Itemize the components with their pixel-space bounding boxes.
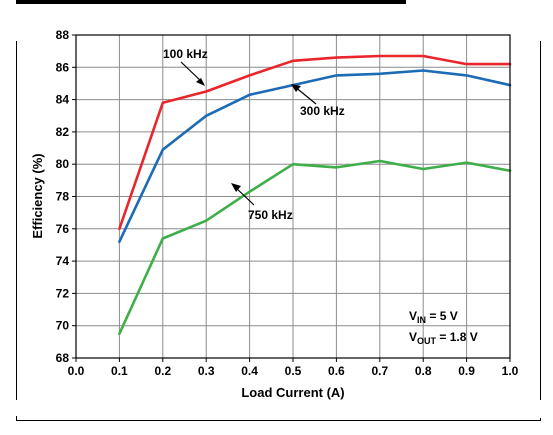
series-line-750-khz bbox=[118, 159, 512, 336]
figure-frame bbox=[16, 41, 541, 421]
x-tick-label: 0.6 bbox=[328, 364, 345, 378]
frame-gap-left bbox=[16, 400, 18, 416]
y-tick-label: 80 bbox=[56, 157, 70, 171]
x-tick-label: 0.1 bbox=[111, 364, 128, 378]
y-tick-label: 84 bbox=[56, 93, 70, 107]
label-100khz: 100 kHz bbox=[163, 47, 208, 61]
arrowhead-300khz bbox=[291, 84, 301, 92]
vout-label: VOUT = 1.8 V bbox=[409, 330, 478, 346]
series-line-300-khz bbox=[118, 69, 512, 243]
conditions-box: VIN = 5 V VOUT = 1.8 V bbox=[409, 309, 478, 346]
series-line-100-khz bbox=[118, 54, 512, 231]
y-tick-label: 88 bbox=[56, 28, 70, 42]
label-300khz: 300 kHz bbox=[300, 104, 345, 118]
y-axis-title: Efficiency (%) bbox=[30, 153, 45, 238]
y-tick-label: 72 bbox=[56, 286, 70, 300]
x-tick-label: 0.8 bbox=[415, 364, 432, 378]
series-lines bbox=[118, 54, 512, 336]
axis-ticks: 0.0 0.1 0.2 0.3 0.4 0.5 0.6 0.7 0.8 0.9 1.0 68 70 72 7… bbox=[56, 28, 519, 378]
y-tick-label: 86 bbox=[56, 60, 70, 74]
y-tick-label: 74 bbox=[56, 254, 70, 268]
x-tick-label: 0.3 bbox=[198, 364, 215, 378]
x-tick-label: 0.0 bbox=[68, 364, 85, 378]
arrowhead-750khz bbox=[231, 183, 241, 192]
label-750khz: 750 kHz bbox=[248, 208, 293, 222]
y-tick-label: 82 bbox=[56, 125, 70, 139]
y-tick-label: 68 bbox=[56, 351, 70, 365]
y-tick-label: 70 bbox=[56, 319, 70, 333]
frame-gap-right bbox=[539, 400, 542, 418]
x-axis-title: Load Current (A) bbox=[241, 385, 344, 400]
x-tick-label: 0.2 bbox=[154, 364, 171, 378]
y-tick-label: 76 bbox=[56, 222, 70, 236]
arrowhead-100khz bbox=[196, 78, 205, 86]
x-tick-label: 0.4 bbox=[241, 364, 258, 378]
x-tick-label: 0.5 bbox=[285, 364, 302, 378]
x-tick-label: 0.9 bbox=[458, 364, 475, 378]
y-tick-label: 78 bbox=[56, 190, 70, 204]
x-tick-label: 0.7 bbox=[371, 364, 388, 378]
x-tick-label: 1.0 bbox=[502, 364, 519, 378]
top-rule bbox=[16, 0, 406, 4]
vin-label: VIN = 5 V bbox=[409, 309, 458, 325]
